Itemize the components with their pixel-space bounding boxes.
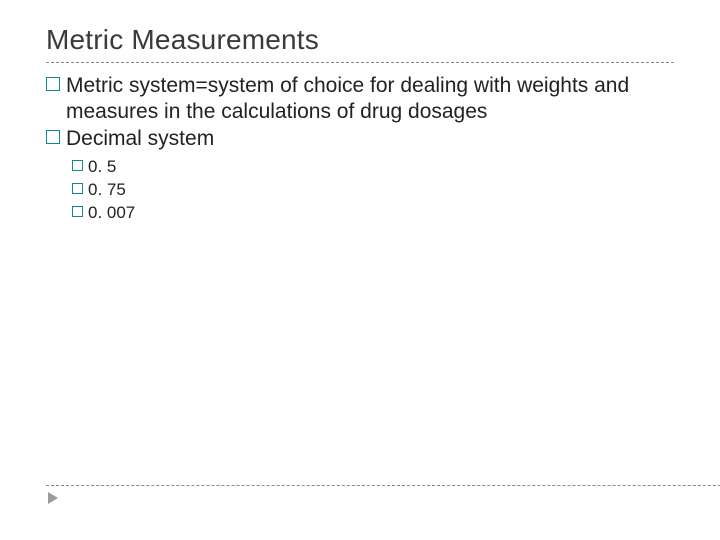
sub-bullet-item: 0. 75 — [72, 179, 674, 202]
bullet-item: Decimal system — [46, 126, 674, 152]
bullet-item: Metric system=system of choice for deali… — [46, 73, 674, 124]
sub-bullet-text: 0. 5 — [88, 156, 116, 179]
square-bullet-icon — [72, 206, 83, 217]
square-bullet-icon — [46, 130, 60, 144]
sub-bullet-text: 0. 75 — [88, 179, 126, 202]
square-bullet-icon — [72, 160, 83, 171]
sub-bullet-item: 0. 007 — [72, 202, 674, 225]
slide: Metric Measurements Metric system=system… — [0, 0, 720, 540]
body: Metric system=system of choice for deali… — [46, 73, 674, 225]
play-icon — [48, 492, 58, 504]
title-underline — [46, 62, 674, 63]
sub-bullet-list: 0. 5 0. 75 0. 007 — [72, 156, 674, 225]
slide-title: Metric Measurements — [46, 24, 674, 56]
sub-bullet-item: 0. 5 — [72, 156, 674, 179]
bullet-text: Metric system=system of choice for deali… — [66, 73, 674, 124]
bottom-rule — [46, 485, 720, 486]
bullet-text: Decimal system — [66, 126, 214, 152]
square-bullet-icon — [46, 77, 60, 91]
sub-bullet-text: 0. 007 — [88, 202, 135, 225]
square-bullet-icon — [72, 183, 83, 194]
